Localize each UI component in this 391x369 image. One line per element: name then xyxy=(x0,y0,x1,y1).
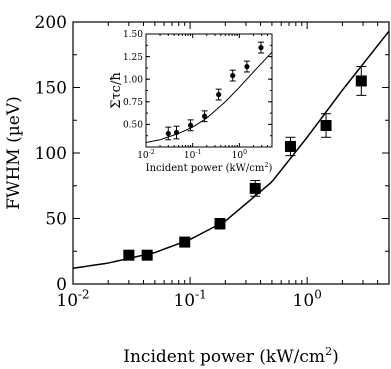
main-x-tick-label: 10-2 xyxy=(56,287,89,311)
main-y-tick-label: 150 xyxy=(35,78,67,98)
inset-y-tick-label: 0.75 xyxy=(123,98,143,108)
main-data-point xyxy=(284,140,296,152)
inset-y-tick-label: 1.25 xyxy=(123,53,143,63)
inset-data-point xyxy=(173,129,180,136)
inset-y-axis-label: Στc/ħ xyxy=(109,72,124,109)
inset-x-tick-label: 100 xyxy=(232,149,247,161)
main-data-point xyxy=(179,236,191,248)
main-x-tick-label: 10-1 xyxy=(173,287,206,311)
inset-data-point xyxy=(258,44,264,51)
inset-fit-curve xyxy=(145,51,273,143)
main-data-point xyxy=(249,182,261,194)
inset-background xyxy=(146,34,272,147)
inset-x-tick-label: 10-1 xyxy=(184,149,202,161)
main-data-point xyxy=(214,218,226,230)
inset-plot: 10-2 10-1 100 0.50 0.75 1.00 1.25 1.50 Incident … xyxy=(109,30,273,174)
inset-data-point xyxy=(230,72,236,79)
inset-x-tick-label: 10-2 xyxy=(137,149,155,161)
main-y-tick-label: 50 xyxy=(45,209,67,229)
inset-data-point xyxy=(187,122,194,128)
main-data-point xyxy=(141,249,153,261)
main-x-tick-label: 100 xyxy=(293,287,322,311)
main-y-axis-label: FWHM (µeV) xyxy=(4,96,24,210)
inset-x-axis-label: Incident power (kW/cm2) xyxy=(146,161,273,174)
main-y-tick-label: 0 xyxy=(56,275,67,295)
main-plot: 10-2 10-1 100 0 50 100 150 200 Incident power (k… xyxy=(4,13,390,367)
main-data-point xyxy=(320,119,332,131)
main-x-axis-label: Incident power (kW/cm2) xyxy=(123,345,338,367)
main-y-tick-label: 200 xyxy=(35,13,67,33)
inset-data-point xyxy=(216,91,222,98)
main-data-point xyxy=(123,249,135,261)
inset-y-tick-label: 0.50 xyxy=(123,121,143,131)
inset-data-point xyxy=(244,63,250,70)
inset-y-tick-label: 1.00 xyxy=(123,75,143,85)
main-y-tick-label: 100 xyxy=(35,144,67,164)
inset-data-point xyxy=(165,130,171,137)
inset-y-tick-label: 1.50 xyxy=(123,30,143,40)
main-data-point xyxy=(355,75,367,87)
inset-data-point xyxy=(202,113,208,119)
